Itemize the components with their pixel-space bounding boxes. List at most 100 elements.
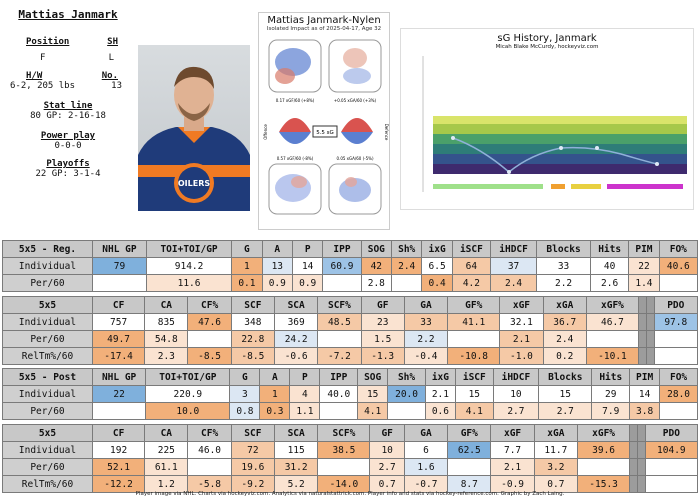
reg-onice-header-cell: CF% — [187, 296, 232, 314]
reg-onice-cell: 1.5 — [360, 330, 405, 348]
reg-onice-row-label: Individual — [2, 313, 93, 331]
post-onice-header-cell: xGA — [533, 424, 579, 442]
post-onice-row-label: Individual — [2, 441, 93, 459]
position-row: Position SH — [4, 37, 132, 47]
post-onice-row-label: Per/60 — [2, 458, 93, 476]
reg-onice-header-cell: xGF% — [585, 296, 640, 314]
reg-onice-cell: 46.7 — [585, 313, 640, 331]
post-onice-cell: 6 — [403, 441, 449, 459]
post-header-cell: Sh% — [387, 368, 426, 386]
postseason-individual-table: 5x5 - Post NHL GP TOI+TOI/GP G A P IPP SOG Sh% ix… — [2, 368, 698, 420]
post-onice-header-cell: SCA — [274, 424, 319, 442]
post-onice-cell — [644, 458, 699, 476]
reg-cell: 37 — [490, 257, 538, 275]
post-cell: 7.9 — [591, 402, 631, 420]
post-onice-cell — [629, 458, 638, 476]
post-cell: 0.3 — [259, 402, 291, 420]
post-cell: 10 — [492, 385, 540, 403]
post-cell: 15 — [357, 385, 389, 403]
post-onice-header-cell: GA — [403, 424, 449, 442]
history-plot — [422, 56, 687, 192]
reg-cell: 1 — [231, 257, 263, 275]
post-header-cell: iHDCF — [492, 368, 540, 386]
reg-header-cell: 5x5 - Reg. — [2, 240, 93, 258]
reg-onice-cell: 2.2 — [403, 330, 449, 348]
reg-cell: 2.4 — [390, 257, 423, 275]
reg-cell: 0.1 — [231, 274, 263, 292]
reg-header-cell: NHL GP — [92, 240, 147, 258]
reg-cell: 11.6 — [145, 274, 233, 292]
post-onice-cell: 10 — [369, 441, 405, 459]
post-cell — [319, 402, 359, 420]
post-cell: 4 — [289, 385, 321, 403]
reg-onice-cell: -0.4 — [403, 347, 449, 365]
impact-center: 5.5 sG — [316, 130, 334, 136]
post-onice-cell: 8.7 — [447, 475, 492, 493]
statline-value: 80 GP: 2-16-18 — [30, 111, 106, 121]
post-cell: 2.1 — [424, 385, 456, 403]
reg-cell: 6.5 — [421, 257, 453, 275]
post-onice-row: RelTm%/60 -12.2 1.2 -5.8 -9.2 5.2 -14.0 0.7 -0.7… — [2, 475, 699, 493]
post-cell — [659, 402, 698, 420]
reg-onice-cell — [638, 313, 647, 331]
post-onice-cell: 192 — [91, 441, 146, 459]
reg-onice-cell: 23 — [360, 313, 405, 331]
post-onice-cell: 61.1 — [144, 458, 189, 476]
position-values: F L — [4, 53, 132, 63]
reg-onice-cell — [645, 313, 655, 331]
post-onice-cell — [629, 475, 638, 493]
post-header-cell: P — [289, 368, 321, 386]
post-cell: 14 — [629, 385, 661, 403]
reg-onice-header-cell: SCF% — [317, 296, 362, 314]
post-header-row: 5x5 - Post NHL GP TOI+TOI/GP G A P IPP SOG Sh% ix… — [2, 368, 698, 386]
reg-row: Per/60 11.6 0.1 0.9 0.9 2.8 0.4 4.2 2.4 2.2 2.6 1.4 — [2, 274, 699, 292]
reg-onice-cell: 2.4 — [542, 330, 587, 348]
pp-label: Power play — [40, 131, 96, 141]
reg-cell: 33 — [536, 257, 592, 275]
reg-onice-cell: 41.1 — [447, 313, 501, 331]
reg-cell: 0.9 — [291, 274, 324, 292]
reg-onice-header-cell: SCF — [230, 296, 276, 314]
shoots-label: SH — [107, 37, 118, 47]
reg-onice-row: RelTm%/60 -17.4 2.3 -8.5 -8.5 -0.6 -7.2 -1.3 -0.… — [2, 347, 699, 365]
reg-cell: 914.2 — [145, 257, 233, 275]
post-onice-header-row: 5x5 CF CA CF% SCF SCA SCF% GF GA GF% xGF xGA xGF% PDO — [2, 424, 699, 442]
reg-onice-cell — [645, 347, 655, 365]
reg-cell: 64 — [451, 257, 492, 275]
post-onice-cell: -0.9 — [490, 475, 535, 493]
reg-cell: 14 — [291, 257, 324, 275]
reg-onice-cell: 97.8 — [653, 313, 699, 331]
reg-onice-cell: -1.3 — [360, 347, 405, 365]
post-cell: 1.1 — [289, 402, 321, 420]
post-onice-cell: 31.2 — [274, 458, 319, 476]
reg-onice-cell — [638, 347, 647, 365]
reg-onice-row-label: RelTm%/60 — [2, 347, 93, 365]
post-cell: 0.8 — [229, 402, 261, 420]
reg-header-cell: SOG — [360, 240, 393, 258]
reg-onice-cell: -0.6 — [274, 347, 319, 365]
reg-onice-header-cell: GA — [403, 296, 449, 314]
player-info: Mattias Janmark Position SH F L H/W No. … — [4, 8, 132, 179]
sg-history-chart: sG History, Janmark Micah Blake McCurdy,… — [400, 28, 694, 210]
reg-onice-cell: -8.5 — [230, 347, 276, 365]
post-cell: 40.0 — [319, 385, 359, 403]
reg-cell — [322, 274, 362, 292]
reg-onice-cell — [653, 347, 699, 365]
reg-header-cell: Blocks — [536, 240, 592, 258]
reg-onice-cell: 24.2 — [274, 330, 319, 348]
reg-cell: 13 — [261, 257, 293, 275]
reg-onice-header-cell: SCA — [274, 296, 319, 314]
post-header-cell: Blocks — [538, 368, 593, 386]
post-onice-cell — [576, 458, 631, 476]
post-header-cell: SOG — [357, 368, 389, 386]
post-onice-cell — [636, 458, 646, 476]
impact-top-left: 0.17 xGF/60 (+8%) — [276, 98, 315, 103]
post-header-cell: 5x5 - Post — [2, 368, 93, 386]
svg-text:OILERS: OILERS — [178, 179, 211, 188]
post-header-cell: iSCF — [454, 368, 494, 386]
reg-cell: 0.9 — [261, 274, 293, 292]
hw-row: H/W No. — [4, 71, 132, 81]
playoffs-value: 22 GP: 3-1-4 — [35, 169, 101, 179]
post-row: Per/60 10.0 0.8 0.3 1.1 4.1 0.6 4.1 2.7 2.7 7.9 3.8 — [2, 402, 698, 420]
post-onice-cell: -14.0 — [317, 475, 371, 493]
